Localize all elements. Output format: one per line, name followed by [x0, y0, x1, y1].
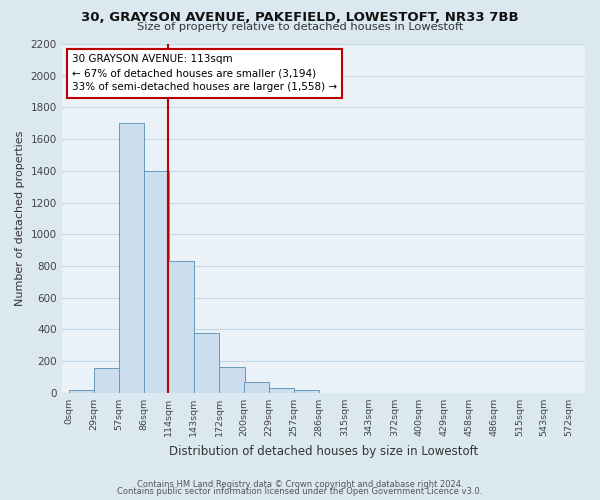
Bar — [169, 261, 194, 393]
X-axis label: Distribution of detached houses by size in Lowestoft: Distribution of detached houses by size … — [169, 444, 478, 458]
Bar — [144, 171, 169, 393]
Text: 30, GRAYSON AVENUE, PAKEFIELD, LOWESTOFT, NR33 7BB: 30, GRAYSON AVENUE, PAKEFIELD, LOWESTOFT… — [81, 11, 519, 24]
Bar — [244, 382, 269, 393]
Text: Contains public sector information licensed under the Open Government Licence v3: Contains public sector information licen… — [118, 488, 482, 496]
Text: Contains HM Land Registry data © Crown copyright and database right 2024.: Contains HM Land Registry data © Crown c… — [137, 480, 463, 489]
Bar — [68, 390, 94, 393]
Y-axis label: Number of detached properties: Number of detached properties — [15, 130, 25, 306]
Bar — [194, 332, 219, 393]
Bar — [269, 388, 295, 393]
Bar — [293, 390, 319, 393]
Bar — [94, 368, 119, 393]
Bar — [219, 366, 245, 393]
Text: 30 GRAYSON AVENUE: 113sqm
← 67% of detached houses are smaller (3,194)
33% of se: 30 GRAYSON AVENUE: 113sqm ← 67% of detac… — [72, 54, 337, 92]
Bar — [119, 124, 144, 393]
Text: Size of property relative to detached houses in Lowestoft: Size of property relative to detached ho… — [137, 22, 463, 32]
